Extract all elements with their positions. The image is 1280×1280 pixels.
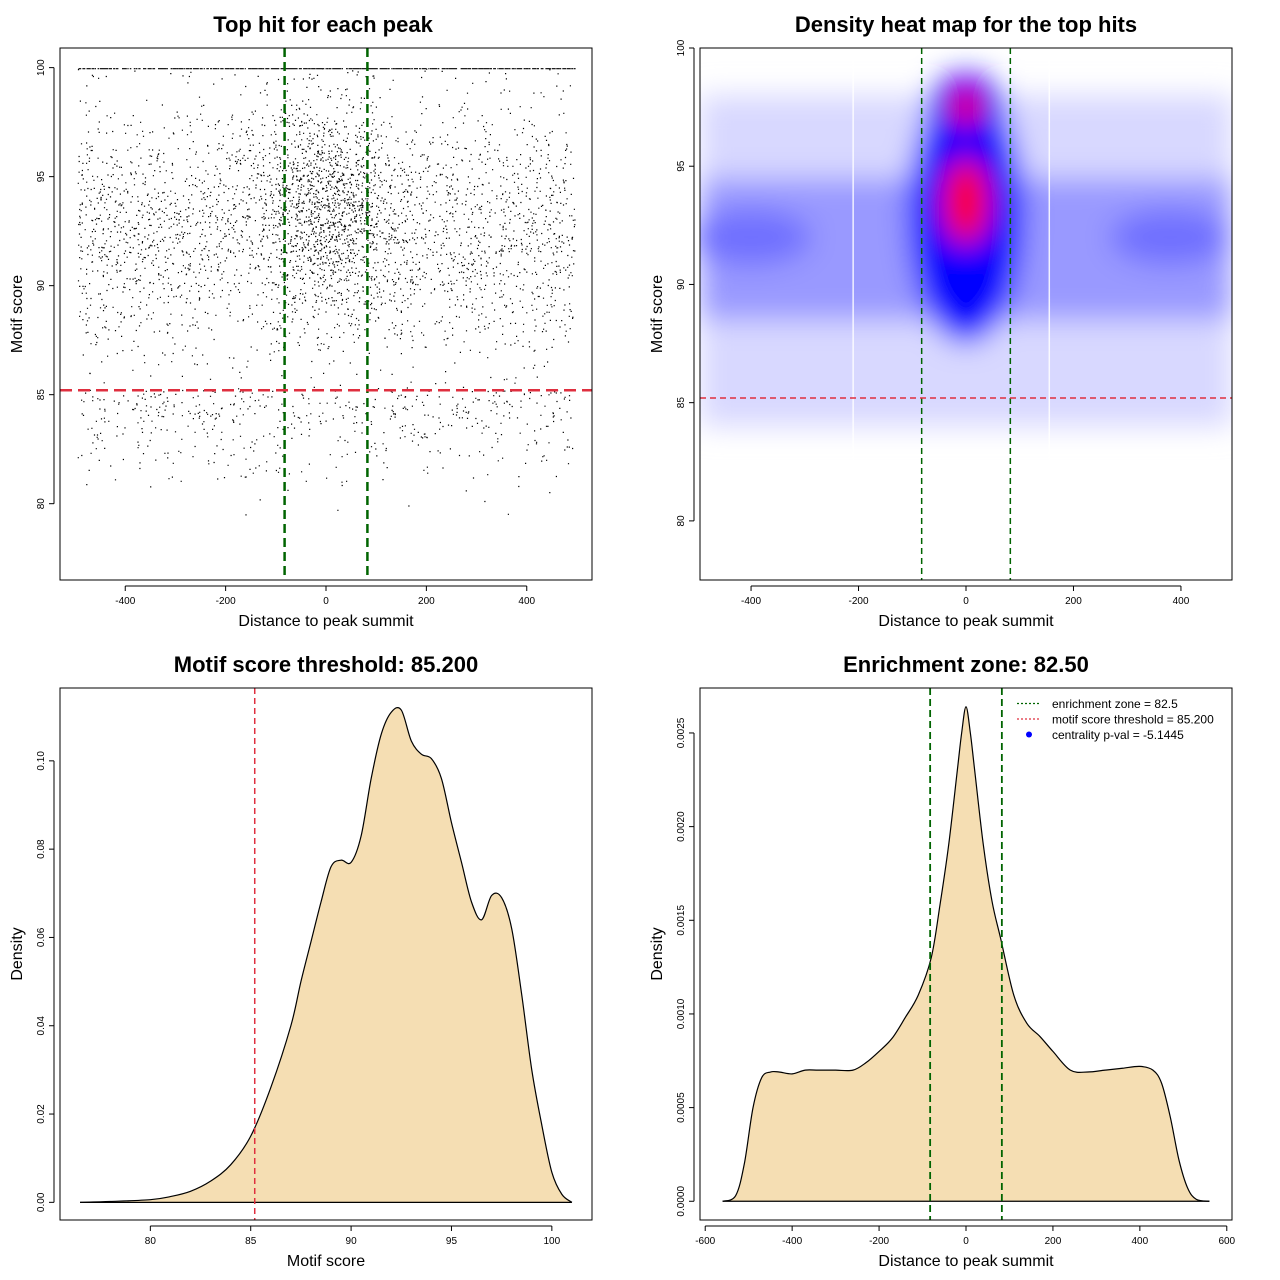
x-tick-label: 95 (446, 1236, 458, 1247)
scatter-points (77, 68, 576, 516)
x-tick-label: 90 (346, 1236, 358, 1247)
plot-frame (59, 687, 593, 1221)
x-tick-label: -600 (695, 1236, 715, 1247)
density-peak-side (1110, 209, 1231, 266)
plot-frame (699, 47, 1233, 581)
x-tick-label: 600 (1218, 1236, 1235, 1247)
x-tick-label: -200 (869, 1236, 889, 1247)
axes: 80 85 90 95 100 0.00 0.02 0.04 0.06 0.08 0.10 (36, 751, 561, 1247)
panel-scatter: Top hit for each peak -400 -200 0 200 400 80 8… (9, 12, 593, 630)
chart-title: Enrichment zone: 82.50 (843, 652, 1089, 677)
density-fill (80, 707, 572, 1203)
chart-title: Motif score threshold: 85.200 (174, 652, 478, 677)
legend-label: centrality p-val = -5.1445 (1052, 728, 1184, 742)
y-tick-label: 95 (676, 160, 687, 172)
x-tick-label: 85 (245, 1236, 257, 1247)
y-tick-label: 0.02 (36, 1104, 47, 1124)
y-tick-label: 85 (676, 397, 687, 409)
density-peak-core (950, 91, 982, 124)
chart-title: Top hit for each peak (213, 12, 433, 37)
x-tick-label: 400 (1132, 1236, 1149, 1247)
density-curve (80, 707, 573, 1203)
reference-lines (700, 48, 1232, 580)
legend-label: enrichment zone = 82.5 (1052, 697, 1178, 711)
x-tick-label: 0 (963, 1236, 969, 1247)
y-axis-label: Density (9, 927, 26, 980)
y-tick-label: 0.0020 (676, 811, 687, 842)
y-axis-label: Density (649, 927, 666, 980)
density-fill (722, 706, 1210, 1202)
y-tick-label: 80 (36, 498, 47, 510)
y-tick-label: 85 (36, 389, 47, 401)
reference-lines (929, 688, 1003, 1220)
x-tick-label: -200 (216, 596, 236, 607)
y-tick-label: 0.0025 (676, 717, 687, 748)
x-tick-label: 200 (1065, 596, 1082, 607)
x-tick-label: 200 (418, 596, 435, 607)
x-axis-label: Distance to peak summit (878, 1253, 1054, 1270)
x-tick-label: 80 (145, 1236, 157, 1247)
panel-heatmap: Density heat map for the top hits -400 -2… (649, 12, 1233, 630)
axes: -600 -400 -200 0 200 400 600 0.0000 0.0005 0.0010… (676, 717, 1236, 1247)
y-tick-label: 0.06 (36, 927, 47, 947)
density-peak-core (944, 159, 988, 244)
x-tick-label: 0 (323, 596, 329, 607)
x-axis-label: Distance to peak summit (238, 613, 414, 630)
plot-frame (699, 687, 1233, 1221)
legend: enrichment zone = 82.5 motif score thresh… (1017, 697, 1214, 742)
y-tick-label: 90 (676, 278, 687, 290)
x-tick-label: 200 (1045, 1236, 1062, 1247)
x-axis-label: Motif score (287, 1253, 365, 1270)
y-tick-label: 100 (36, 59, 47, 76)
axes: -400 -200 0 200 400 80 85 90 95 100 (36, 59, 536, 607)
x-tick-label: -400 (115, 596, 135, 607)
y-tick-label: 0.0010 (676, 998, 687, 1029)
x-tick-label: 400 (1173, 596, 1190, 607)
axes: -400 -200 0 200 400 80 85 90 95 100 (676, 39, 1190, 607)
heatmap-density (700, 48, 1232, 580)
density-curve (722, 706, 1210, 1202)
y-tick-label: 0.0005 (676, 1092, 687, 1123)
x-tick-label: 0 (963, 596, 969, 607)
density-area (80, 707, 573, 1203)
x-axis-label: Distance to peak summit (878, 613, 1054, 630)
panel-distance-density: Enrichment zone: 82.50 -600 -400 -200 0 200 4… (649, 652, 1236, 1270)
density-peak-side (700, 209, 812, 266)
y-tick-label: 90 (36, 280, 47, 292)
y-tick-label: 100 (676, 39, 687, 56)
y-tick-label: 0.0015 (676, 905, 687, 936)
y-tick-label: 0.08 (36, 839, 47, 859)
y-tick-label: 0.0000 (676, 1186, 687, 1217)
scatter-point-cloud (77, 68, 576, 516)
y-tick-label: 0.04 (36, 1016, 47, 1036)
x-tick-label: -400 (741, 596, 761, 607)
chart-title: Density heat map for the top hits (795, 12, 1137, 37)
y-axis-label: Motif score (9, 275, 26, 353)
x-tick-label: 400 (518, 596, 535, 607)
reference-lines (60, 48, 592, 580)
y-tick-label: 95 (36, 171, 47, 183)
x-tick-label: 100 (544, 1236, 561, 1247)
density-area (722, 706, 1210, 1202)
legend-label: motif score threshold = 85.200 (1052, 713, 1214, 727)
panel-score-density: Motif score threshold: 85.200 80 85 90 95 10… (9, 652, 593, 1270)
y-axis-label: Motif score (649, 275, 666, 353)
x-tick-label: -200 (849, 596, 869, 607)
plot-frame (59, 47, 593, 581)
y-tick-label: 0.00 (36, 1192, 47, 1212)
y-tick-label: 80 (676, 515, 687, 527)
y-tick-label: 0.10 (36, 751, 47, 771)
legend-point-icon (1026, 731, 1032, 738)
heatmap-blobs (700, 73, 1232, 427)
x-tick-label: -400 (782, 1236, 802, 1247)
